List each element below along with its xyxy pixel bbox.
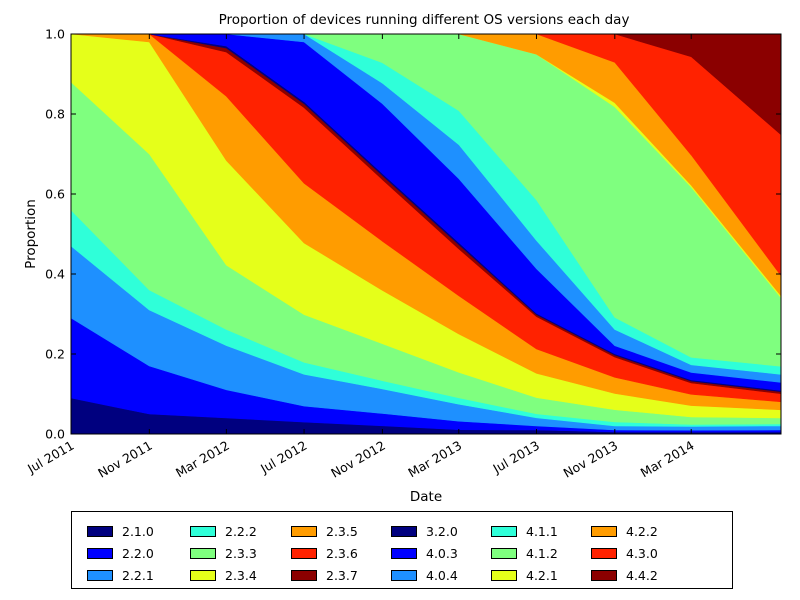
x-tick-label: Jul 2012 — [257, 438, 309, 477]
x-tick-label: Jul 2011 — [24, 438, 76, 477]
legend-item: 2.3.5 — [291, 523, 358, 539]
legend-item: 4.0.4 — [391, 567, 458, 583]
legend-swatch — [591, 525, 617, 537]
legend-swatch — [491, 569, 517, 581]
legend-swatch — [391, 547, 417, 559]
x-tick-label: Nov 2012 — [328, 438, 388, 481]
legend-swatch — [291, 569, 317, 581]
legend-swatch — [491, 525, 517, 537]
legend-item: 4.1.2 — [491, 545, 558, 561]
legend-item: 4.2.1 — [491, 567, 558, 583]
legend-swatch — [591, 569, 617, 581]
legend-label: 2.3.7 — [326, 567, 358, 583]
x-tick-label: Mar 2013 — [405, 438, 464, 481]
legend-label: 4.2.2 — [626, 523, 658, 539]
legend-item: 4.2.2 — [591, 523, 658, 539]
legend-swatch — [591, 547, 617, 559]
y-tick-label: 0.4 — [45, 267, 65, 282]
legend-swatch — [291, 525, 317, 537]
legend-label: 4.3.0 — [626, 545, 658, 561]
legend-label: 3.2.0 — [426, 523, 458, 539]
legend-label: 2.3.6 — [326, 545, 358, 561]
y-tick-label: 0.8 — [45, 107, 65, 122]
y-axis: 0.0 0.2 0.4 0.6 0.8 1.0 — [45, 27, 781, 442]
y-tick-label: 0.2 — [45, 347, 65, 362]
x-tick-label: Mar 2012 — [173, 438, 232, 481]
legend-item: 2.2.2 — [190, 523, 257, 539]
area-layers — [70, 33, 782, 435]
legend: 2.1.0 2.2.0 2.2.1 2.2.2 2.3.3 2.3.4 2.3.5 2.3.6… — [71, 511, 733, 589]
legend-swatch — [87, 547, 113, 559]
legend-item: 2.1.0 — [87, 523, 154, 539]
legend-label: 2.3.4 — [225, 567, 257, 583]
legend-swatch — [190, 569, 216, 581]
x-tick-label: Jul 2013 — [490, 438, 542, 477]
plot-frame — [70, 33, 782, 435]
legend-label: 4.0.3 — [426, 545, 458, 561]
legend-item: 4.3.0 — [591, 545, 658, 561]
legend-item: 2.2.1 — [87, 567, 154, 583]
legend-label: 2.3.5 — [326, 523, 358, 539]
legend-swatch — [291, 547, 317, 559]
legend-swatch — [190, 547, 216, 559]
legend-item: 2.3.3 — [190, 545, 257, 561]
legend-label: 4.1.1 — [526, 523, 558, 539]
legend-item: 4.4.2 — [591, 567, 658, 583]
legend-swatch — [87, 525, 113, 537]
y-tick-label: 0.0 — [45, 427, 65, 442]
x-tick-label: Mar 2014 — [638, 438, 697, 481]
legend-item: 2.3.7 — [291, 567, 358, 583]
legend-item: 4.0.3 — [391, 545, 458, 561]
legend-swatch — [391, 569, 417, 581]
legend-swatch — [391, 525, 417, 537]
legend-item: 2.3.6 — [291, 545, 358, 561]
y-tick-label: 0.6 — [45, 187, 65, 202]
legend-label: 4.4.2 — [626, 567, 658, 583]
legend-label: 4.0.4 — [426, 567, 458, 583]
legend-label: 2.2.2 — [225, 523, 257, 539]
x-axis-label: Date — [410, 489, 442, 505]
legend-label: 2.2.0 — [122, 545, 154, 561]
chart-title: Proportion of devices running different … — [219, 12, 630, 28]
legend-item: 2.3.4 — [190, 567, 257, 583]
legend-label: 4.2.1 — [526, 567, 558, 583]
legend-item: 3.2.0 — [391, 523, 458, 539]
legend-label: 2.3.3 — [225, 545, 257, 561]
legend-label: 4.1.2 — [526, 545, 558, 561]
legend-item: 2.2.0 — [87, 545, 154, 561]
legend-item: 4.1.1 — [491, 523, 558, 539]
legend-label: 2.1.0 — [122, 523, 154, 539]
x-tick-label: Nov 2013 — [561, 438, 621, 481]
legend-swatch — [87, 569, 113, 581]
x-tick-label: Nov 2011 — [95, 438, 155, 481]
y-axis-label: Proportion — [23, 199, 39, 269]
y-tick-label: 1.0 — [45, 27, 65, 42]
legend-swatch — [190, 525, 216, 537]
legend-label: 2.2.1 — [122, 567, 154, 583]
legend-swatch — [491, 547, 517, 559]
